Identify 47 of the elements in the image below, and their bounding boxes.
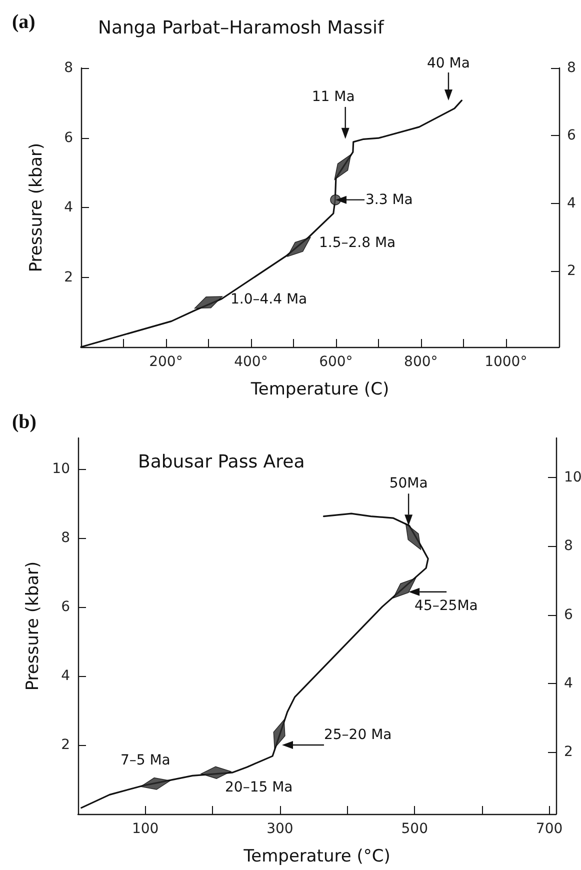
y2-tick-label: 8 bbox=[567, 60, 576, 76]
chart-title: Nanga Parbat–Haramosh Massif bbox=[98, 18, 384, 38]
annotation: 50Ma bbox=[389, 476, 428, 492]
y2-tick-label: 6 bbox=[567, 128, 576, 144]
y-tick-label: 4 bbox=[61, 668, 70, 684]
annotation: 1.5–2.8 Ma bbox=[318, 234, 396, 251]
y-axis-title: Pressure (kbar) bbox=[26, 142, 46, 272]
x-axis-title: Temperature (°C) bbox=[242, 846, 390, 866]
point bbox=[287, 236, 311, 257]
x-tick-label: 600° bbox=[319, 354, 353, 370]
annotation: 45–25Ma bbox=[414, 598, 478, 614]
annotation: 40 Ma bbox=[427, 55, 470, 72]
text: (a) bbox=[12, 11, 36, 33]
annotation: 3.3 Ma bbox=[366, 192, 413, 208]
text: (b) bbox=[12, 411, 36, 433]
x-tick-label: 100 bbox=[132, 821, 159, 837]
y2-tick-label: 4 bbox=[564, 676, 573, 692]
point bbox=[392, 578, 416, 598]
x-tick-label: 400° bbox=[234, 354, 268, 370]
y-tick-label: 10 bbox=[52, 461, 70, 478]
x-tick-label: 1000° bbox=[484, 354, 528, 370]
x-tick-label: 700 bbox=[536, 821, 563, 837]
y-tick-label: 6 bbox=[61, 599, 70, 616]
y2-tick-label: 2 bbox=[564, 744, 573, 760]
y2-tick-label: 6 bbox=[564, 606, 573, 623]
x-tick-label: 500 bbox=[401, 821, 428, 837]
y-tick-label: 6 bbox=[64, 130, 74, 146]
y-tick-label: 8 bbox=[64, 60, 73, 76]
annotation: 7–5 Ma bbox=[120, 752, 170, 769]
y-axis-title: Pressure (kbar) bbox=[22, 561, 43, 691]
text: Babusar Pass Area bbox=[138, 452, 305, 472]
y-tick-label: 4 bbox=[64, 200, 74, 216]
x-tick-label: 200° bbox=[149, 354, 183, 370]
y2-tick-label: 8 bbox=[564, 538, 573, 554]
annotation: 25–20 Ma bbox=[324, 727, 392, 744]
y2-tick-label: 10 bbox=[564, 469, 581, 486]
annotation: 11 Ma bbox=[312, 88, 355, 105]
y-tick-label: 8 bbox=[61, 530, 70, 546]
annotation: 1.0–4.4 Ma bbox=[230, 291, 308, 308]
y2-tick-label: 2 bbox=[567, 263, 576, 280]
x-tick-label: 800° bbox=[404, 354, 438, 370]
y2-tick-label: 4 bbox=[567, 195, 576, 212]
x-axis-title: Temperature (C) bbox=[250, 380, 390, 400]
y-tick-label: 2 bbox=[64, 269, 73, 286]
x-tick-label: 300 bbox=[266, 821, 294, 837]
annotation: 20–15 Ma bbox=[225, 780, 293, 796]
y-tick-label: 2 bbox=[61, 737, 70, 754]
